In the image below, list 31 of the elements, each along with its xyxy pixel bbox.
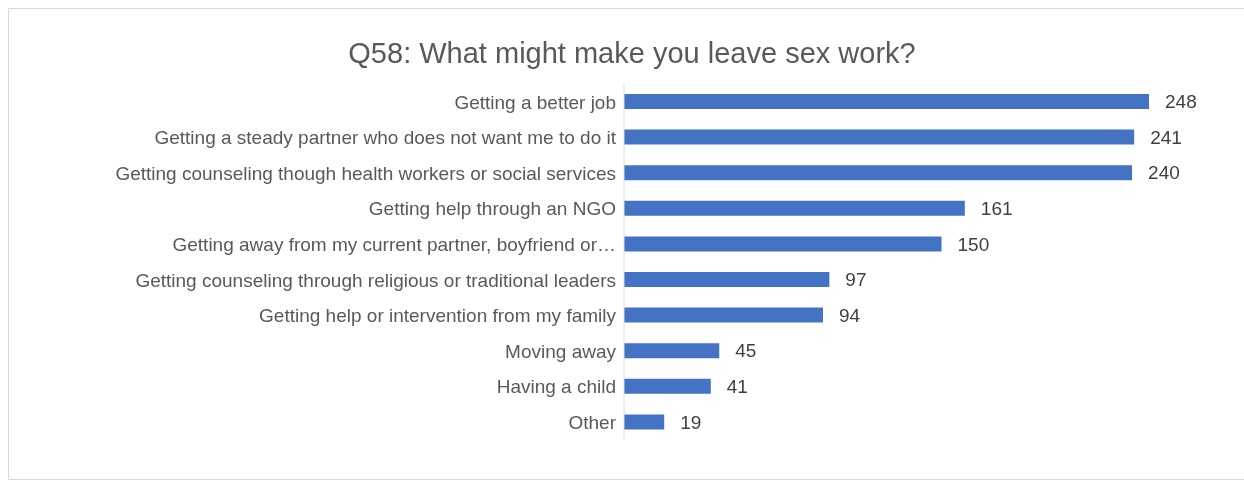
data-label: 41 [726,376,748,398]
bar [624,343,720,359]
data-label: 161 [980,198,1013,220]
bar [624,129,1135,145]
data-label: 45 [735,340,757,362]
y-tick-label: Getting a steady partner who does not want me to do it [154,127,617,149]
y-tick-label: Getting away from my current partner, boyfriend or… [172,233,616,255]
y-tick-label: Getting counseling though health workers or social services [115,162,616,184]
data-label: 94 [838,304,861,326]
y-tick-label: Getting a better job [454,91,616,113]
y-tick-label: Getting help through an NGO [368,198,616,220]
bar [624,94,1149,109]
data-label: 150 [957,233,990,255]
y-tick-label: Having a child [496,376,616,398]
y-tick-label: Getting counseling through religious or traditional leaders [135,269,616,291]
data-label: 241 [1150,126,1182,148]
data-label: 97 [845,269,867,291]
bar [624,200,965,216]
bar [624,378,711,394]
bar [624,165,1133,181]
bar [624,272,830,287]
y-tick-label: Moving away [505,340,617,362]
data-label: 248 [1165,91,1197,113]
bar [624,307,823,323]
data-label: 240 [1148,162,1180,184]
chart-title: Q58: What might make you leave sex work? [347,37,917,70]
bar [624,414,665,430]
data-label: 19 [680,411,702,433]
bar [624,236,942,252]
y-tick-label: Other [568,411,617,433]
y-tick-label: Getting help or intervention from my family [259,305,617,327]
